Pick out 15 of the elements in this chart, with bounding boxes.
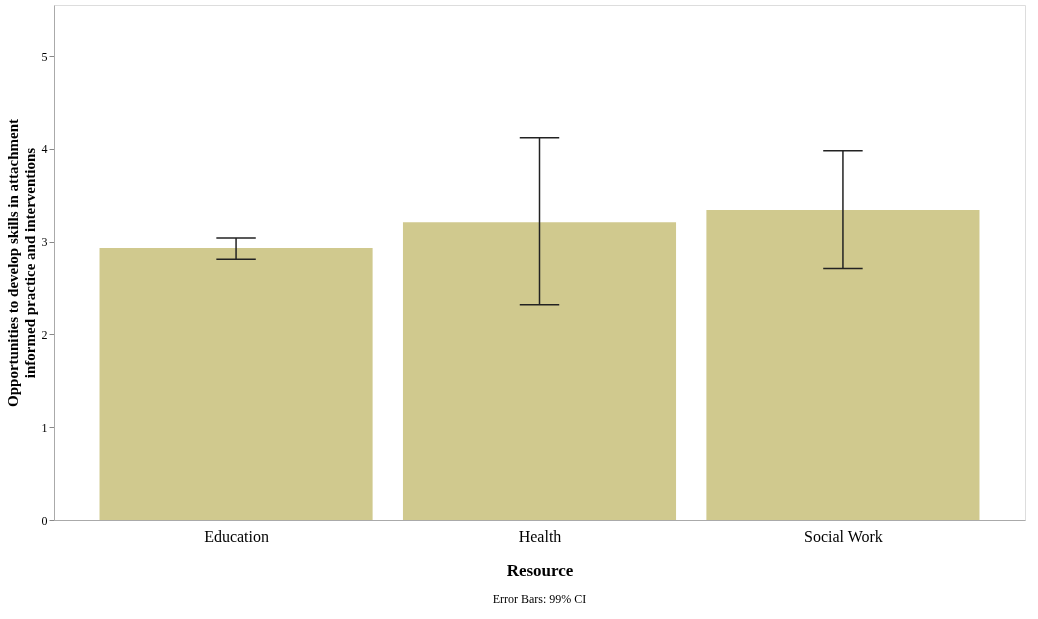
bar bbox=[402, 222, 677, 520]
y-tick-label: 1 bbox=[41, 420, 48, 435]
y-tick-label: 2 bbox=[41, 327, 48, 342]
y-tick-label: 3 bbox=[41, 235, 48, 250]
x-tick-label: Health bbox=[518, 527, 562, 545]
y-tick-label: 5 bbox=[41, 49, 48, 64]
y-tick-label: 0 bbox=[41, 513, 48, 528]
x-tick-label: Education bbox=[204, 527, 269, 545]
y-axis-title: Opportunities to develop skills in attachment informed practice and interventions bbox=[4, 119, 38, 407]
y-tick-label: 4 bbox=[41, 142, 48, 157]
x-tick-label: Social Work bbox=[804, 527, 883, 545]
x-axis-title: Resource bbox=[506, 560, 574, 580]
bar bbox=[706, 210, 980, 520]
bar bbox=[99, 248, 373, 520]
text: Error Bars: 99% CI bbox=[492, 592, 587, 606]
